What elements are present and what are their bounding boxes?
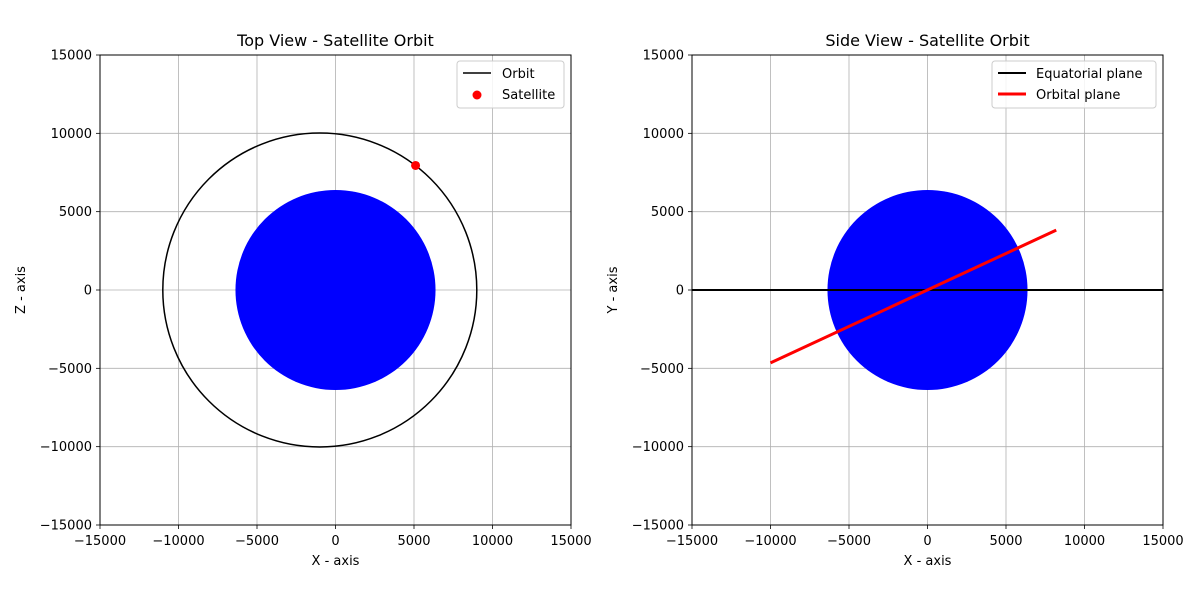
x-tick-label: −5000 — [827, 534, 871, 549]
x-tick-label: 5000 — [989, 534, 1022, 549]
x-tick-label: 10000 — [472, 534, 513, 549]
top-view-xlabel: X - axis — [312, 554, 360, 569]
orbit-line — [162, 132, 478, 448]
y-tick-label: 10000 — [643, 127, 684, 142]
x-tick-label: 10000 — [1064, 534, 1105, 549]
x-tick-label: −10000 — [152, 534, 204, 549]
side-view-ylabel: Y - axis — [606, 266, 621, 314]
y-tick-label: −10000 — [632, 440, 684, 455]
x-tick-label: 15000 — [550, 534, 591, 549]
y-tick-label: 0 — [676, 284, 684, 299]
y-tick-label: 15000 — [643, 49, 684, 64]
side-view-legend: Equatorial plane Orbital plane — [991, 60, 1157, 109]
y-tick-label: −5000 — [48, 362, 92, 377]
side-view-title: Side View - Satellite Orbit — [825, 31, 1029, 50]
y-tick-label: 0 — [84, 284, 92, 299]
y-tick-label: 5000 — [651, 205, 684, 220]
y-tick-label: 15000 — [51, 49, 92, 64]
side-view-legend-frame — [991, 60, 1157, 109]
legend-orbital-label: Orbital plane — [1036, 88, 1120, 103]
top-view-ylabel: Z - axis — [14, 266, 29, 314]
x-tick-label: −15000 — [74, 534, 126, 549]
top-view-title: Top View - Satellite Orbit — [236, 31, 434, 50]
x-tick-label: −5000 — [235, 534, 279, 549]
legend-satellite-swatch — [472, 90, 482, 100]
legend-orbit-label: Orbit — [502, 67, 535, 82]
top-view-panel: Top View - Satellite Orbit −15000 −10000−… — [14, 31, 592, 569]
y-tick-label: −5000 — [640, 362, 684, 377]
side-view-panel: Side View - Satellite Orbit −15000 −10000… — [606, 31, 1184, 569]
top-view-legend: Orbit Satellite — [456, 60, 565, 109]
y-tick-label: 10000 — [51, 127, 92, 142]
x-tick-label: 0 — [923, 534, 931, 549]
y-tick-label: −15000 — [632, 519, 684, 534]
top-view-earth — [235, 189, 436, 391]
orbital-plane-line — [769, 228, 1057, 365]
x-tick-label: −10000 — [744, 534, 796, 549]
y-tick-label: −15000 — [40, 519, 92, 534]
side-view-ticks: −15000 −10000 −5000 0 5000 10000 15000 −15000 −1… — [632, 49, 1184, 550]
y-tick-label: −10000 — [40, 440, 92, 455]
top-view-ticks: −15000 −10000 −5000 0 5000 10000 15000 −15000 −1… — [40, 49, 592, 550]
legend-satellite-label: Satellite — [502, 88, 555, 103]
x-tick-label: 15000 — [1142, 534, 1183, 549]
satellite-point — [411, 160, 421, 170]
x-tick-label: −15000 — [666, 534, 718, 549]
x-tick-label: 0 — [331, 534, 339, 549]
x-tick-label: 5000 — [397, 534, 430, 549]
legend-equatorial-label: Equatorial plane — [1036, 67, 1142, 82]
y-tick-label: 5000 — [59, 205, 92, 220]
side-view-xlabel: X - axis — [904, 554, 952, 569]
